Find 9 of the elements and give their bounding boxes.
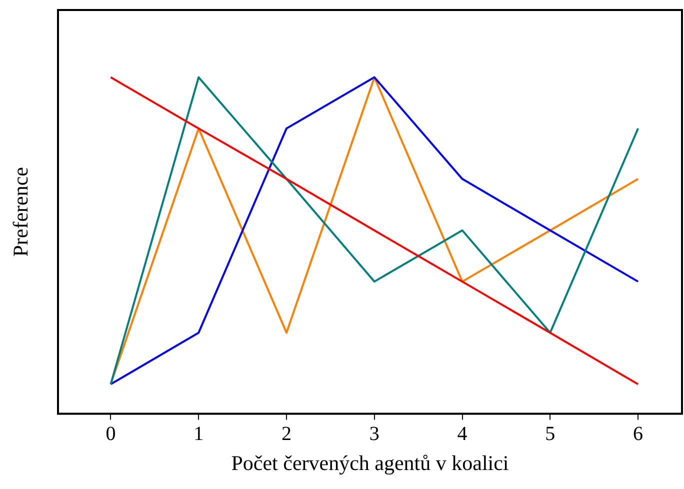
x-tick-label: 6 — [633, 423, 644, 446]
x-tick-label: 4 — [457, 423, 468, 446]
x-tick-label: 0 — [106, 423, 116, 446]
y-axis-title: Preference — [8, 167, 33, 257]
x-tick-label: 5 — [545, 423, 556, 446]
x-axis-title: Počet červených agentů v koalici — [231, 450, 509, 475]
x-tick-label: 2 — [282, 423, 292, 446]
x-tick-label: 3 — [369, 423, 380, 446]
x-tick-label: 1 — [194, 423, 204, 446]
